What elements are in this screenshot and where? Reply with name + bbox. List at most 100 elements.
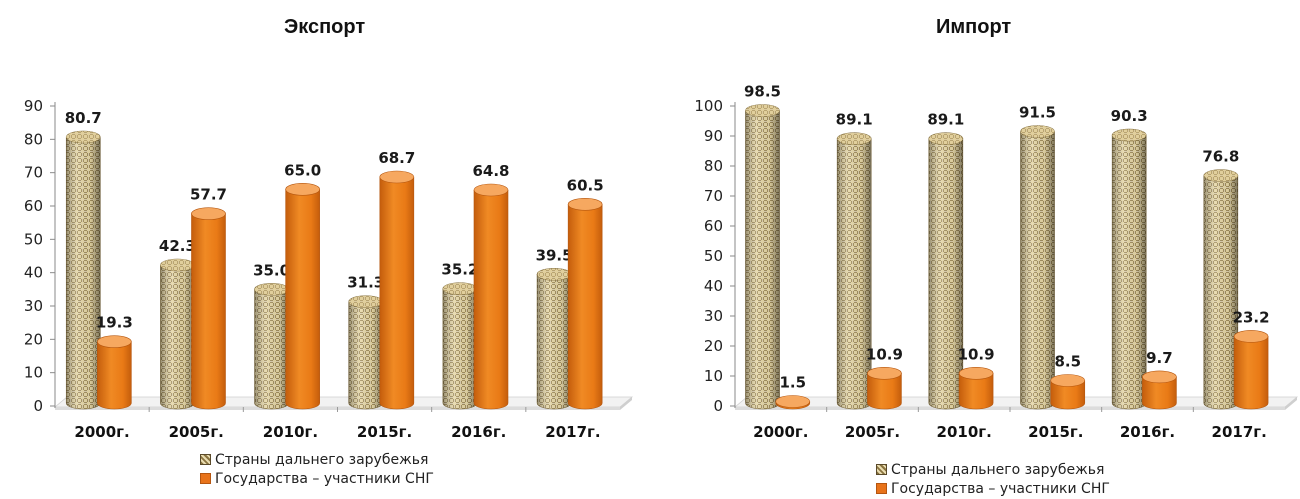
data-label: 90.3 [1111,107,1148,125]
chart-title-export: Экспорт [284,16,366,38]
data-label: 91.5 [1019,104,1056,122]
export-legend: Страны дальнего зарубежья Государства – … [200,450,434,488]
bar-cis [191,207,226,410]
y-tick-label: 100 [694,97,723,115]
x-tick-label: 2005г. [845,423,900,441]
bar-cis [473,183,509,410]
bar-cis [867,366,902,410]
y-tick-label: 30 [24,297,43,315]
data-label: 39.5 [536,246,573,264]
import-chart-panel: Импорт 0 10 20 30 40 50 60 70 80 90 100 2000г. 98.5 1… [650,0,1300,499]
bar-far-abroad [254,283,289,410]
woven-swatch-icon [876,464,887,475]
y-tick-label: 60 [24,197,43,215]
data-label: 64.8 [472,162,509,180]
export-chart-panel: Экспорт 0 10 20 30 40 50 60 70 80 90 2000г. 80.7 19.… [24,16,634,488]
data-label: 31.3 [347,274,384,292]
x-tick-label: 2005г. [169,423,224,441]
y-tick-label: 10 [704,367,723,385]
bar-cis [285,183,320,410]
bar-far-abroad [65,130,101,410]
data-label: 98.5 [744,83,781,101]
y-tick-label: 80 [24,130,43,148]
data-label: 1.5 [779,374,806,392]
y-tick-label: 90 [704,127,723,145]
export-chart-plot: 0 10 20 30 40 50 60 70 80 90 2000г. 80.7 19.3 2005г. 4… [24,97,634,441]
y-tick-label: 50 [704,247,723,265]
data-label: 10.9 [958,345,995,363]
x-tick-label: 2015г. [1028,423,1083,441]
data-label: 57.7 [190,186,227,204]
y-tick-label: 70 [24,164,43,182]
y-tick-label: 20 [24,330,43,348]
y-tick-label: 20 [704,337,723,355]
bar-far-abroad [442,282,478,410]
y-tick-label: 80 [704,157,723,175]
x-tick-label: 2015г. [357,423,412,441]
x-tick-label: 2017г. [545,423,600,441]
orange-swatch-icon [200,473,211,484]
y-tick-label: 60 [704,217,723,235]
legend-label-far-abroad: Страны дальнего зарубежья [891,461,1105,478]
y-tick-label: 40 [24,264,43,282]
x-tick-label: 2017г. [1212,423,1267,441]
legend-item-cis: Государства – участники СНГ [876,479,1110,498]
legend-item-far-abroad: Страны дальнего зарубежья [876,460,1110,479]
import-chart-plot: 0 10 20 30 40 50 60 70 80 90 100 2000г. 98.5 1.5 2005г… [694,83,1299,441]
data-label: 60.5 [567,176,604,194]
x-tick-label: 2016г. [1120,423,1175,441]
data-label: 8.5 [1054,353,1081,371]
data-label: 80.7 [65,109,102,127]
orange-swatch-icon [876,483,887,494]
y-tick-label: 40 [704,277,723,295]
y-tick-label: 50 [24,230,43,248]
bar-cis [1233,330,1269,410]
bar-cis [1050,374,1086,410]
x-tick-label: 2000г. [753,423,808,441]
y-tick-label: 90 [24,97,43,115]
y-tick-label: 30 [704,307,723,325]
data-label: 42.3 [159,237,196,255]
data-label: 35.2 [441,261,478,279]
bar-far-abroad [836,132,872,410]
bar-cis [958,366,994,410]
x-tick-label: 2000г. [74,423,129,441]
data-label: 76.8 [1202,148,1239,166]
x-tick-label: 2010г. [263,423,318,441]
chart-title-import: Импорт [936,16,1012,38]
y-tick-label: 10 [24,364,43,382]
y-tick-label: 0 [33,397,43,415]
data-label: 68.7 [378,149,415,167]
legend-item-cis: Государства – участники СНГ [200,469,434,488]
y-tick-label: 70 [704,187,723,205]
woven-swatch-icon [200,454,211,465]
bar-far-abroad [928,132,964,410]
legend-label-far-abroad: Страны дальнего зарубежья [215,451,429,468]
y-tick-label: 0 [713,397,723,415]
legend-label-cis: Государства – участники СНГ [891,480,1110,497]
legend-label-cis: Государства – участники СНГ [215,470,434,487]
bar-far-abroad [160,258,195,410]
data-label: 35.0 [253,261,290,279]
bar-cis [567,198,603,410]
bar-cis [775,395,811,410]
x-tick-label: 2016г. [451,423,506,441]
bar-far-abroad [348,295,384,410]
legend-item-far-abroad: Страны дальнего зарубежья [200,450,434,469]
bar-far-abroad [1111,128,1147,410]
bar-cis [1142,370,1177,410]
data-label: 89.1 [927,111,964,129]
data-label: 65.0 [284,161,321,179]
data-label: 9.7 [1146,349,1173,367]
data-label: 19.3 [96,314,133,332]
data-label: 10.9 [866,345,903,363]
bar-far-abroad [1203,169,1239,410]
bar-far-abroad [745,104,780,410]
bar-far-abroad [1020,125,1055,410]
x-tick-label: 2010г. [937,423,992,441]
bar-cis [379,170,415,410]
bar-far-abroad [536,268,572,410]
data-label: 89.1 [836,111,873,129]
data-label: 23.2 [1233,308,1270,326]
bar-cis [97,335,132,410]
